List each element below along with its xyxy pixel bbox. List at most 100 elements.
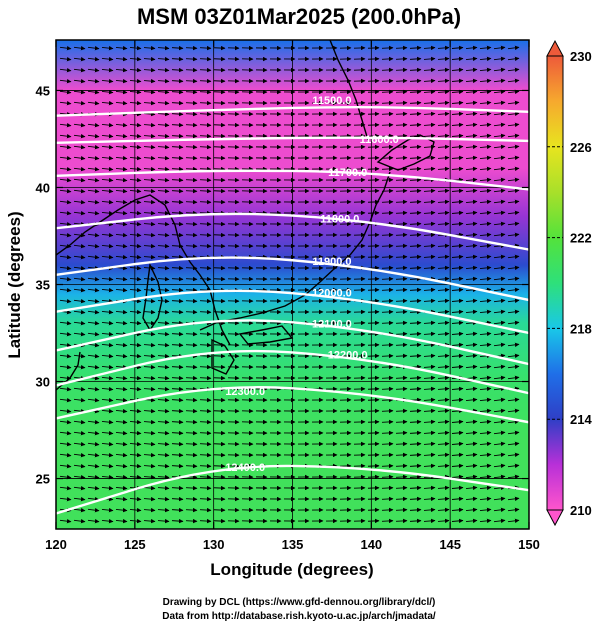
wind-arrow: [185, 331, 198, 337]
wind-arrow: [423, 89, 436, 95]
wind-arrow: [87, 309, 100, 315]
wind-arrow: [465, 45, 478, 51]
wind-arrow: [115, 375, 128, 381]
wind-arrow: [185, 463, 198, 469]
wind-arrow: [423, 331, 436, 337]
wind-arrow: [101, 243, 114, 249]
wind-arrow: [129, 265, 142, 271]
wind-arrow: [143, 496, 156, 502]
wind-arrow: [73, 265, 86, 271]
wind-arrow: [437, 397, 450, 403]
wind-arrow: [87, 100, 100, 106]
wind-arrow: [157, 122, 170, 128]
contour-line: [56, 136, 529, 145]
wind-arrow: [423, 463, 436, 469]
wind-arrow: [59, 474, 72, 480]
wind-arrow: [185, 496, 198, 502]
wind-arrow: [395, 419, 408, 425]
wind-arrow: [437, 265, 450, 271]
wind-arrow: [409, 441, 422, 447]
wind-arrow: [423, 452, 436, 458]
wind-arrow: [465, 243, 478, 249]
wind-arrow: [185, 430, 198, 436]
wind-arrow: [143, 342, 156, 348]
wind-arrow: [129, 353, 142, 359]
wind-arrow: [199, 89, 212, 95]
wind-arrow: [507, 122, 520, 128]
colorbar-tick-label: 230: [570, 49, 592, 64]
wind-arrow: [409, 254, 422, 260]
wind-arrow: [73, 89, 86, 95]
wind-arrow: [101, 232, 114, 238]
wind-arrow: [409, 210, 422, 216]
wind-arrow: [129, 474, 142, 480]
wind-arrow: [465, 111, 478, 117]
wind-arrow: [115, 419, 128, 425]
wind-arrow: [171, 298, 184, 304]
wind-arrow: [73, 507, 86, 513]
wind-arrow: [437, 287, 450, 293]
wind-arrow: [423, 397, 436, 403]
wind-arrow: [73, 364, 86, 370]
wind-arrow: [143, 78, 156, 84]
wind-arrow: [143, 232, 156, 238]
wind-arrow: [479, 397, 492, 403]
wind-arrow: [143, 276, 156, 282]
wind-arrow: [451, 507, 464, 513]
wind-arrow: [73, 419, 86, 425]
wind-arrow: [171, 386, 184, 392]
wind-arrow: [395, 441, 408, 447]
wind-arrow: [465, 342, 478, 348]
wind-arrow: [129, 386, 142, 392]
wind-arrow: [101, 100, 114, 106]
wind-arrow: [185, 188, 198, 194]
wind-arrow: [115, 507, 128, 513]
wind-arrow: [87, 144, 100, 150]
wind-arrow: [59, 177, 72, 183]
wind-arrow: [59, 397, 72, 403]
wind-arrow: [423, 342, 436, 348]
wind-arrow: [101, 133, 114, 139]
contour-label: 11600.0: [360, 134, 399, 146]
wind-arrow: [129, 496, 142, 502]
wind-arrow: [143, 221, 156, 227]
wind-arrow: [129, 199, 142, 205]
wind-arrow: [157, 232, 170, 238]
wind-arrow: [199, 463, 212, 469]
wind-arrow: [493, 166, 506, 172]
wind-arrow: [437, 496, 450, 502]
wind-arrow: [115, 518, 128, 524]
wind-arrow: [115, 309, 128, 315]
wind-arrow: [199, 452, 212, 458]
wind-arrow: [87, 276, 100, 282]
wind-arrow: [185, 166, 198, 172]
wind-arrow: [395, 67, 408, 73]
wind-arrow: [199, 144, 212, 150]
wind-arrow: [185, 111, 198, 117]
wind-arrow: [129, 144, 142, 150]
wind-arrow: [451, 210, 464, 216]
wind-arrow: [465, 177, 478, 183]
wind-arrow: [507, 320, 520, 326]
wind-arrow: [73, 518, 86, 524]
wind-arrow: [185, 309, 198, 315]
wind-arrow: [437, 309, 450, 315]
wind-arrow: [101, 474, 114, 480]
wind-arrow: [451, 144, 464, 150]
wind-arrow: [479, 441, 492, 447]
y-tick-label: 30: [36, 375, 50, 390]
y-tick-label: 40: [36, 180, 50, 195]
wind-arrow: [199, 188, 212, 194]
wind-arrow: [381, 56, 394, 62]
wind-arrow: [157, 518, 170, 524]
wind-arrow: [101, 408, 114, 414]
wind-arrow: [199, 221, 212, 227]
wind-arrow: [409, 166, 422, 172]
wind-arrow: [437, 199, 450, 205]
wind-arrow: [507, 474, 520, 480]
wind-arrow: [157, 199, 170, 205]
wind-arrow: [451, 243, 464, 249]
wind-arrow: [199, 397, 212, 403]
wind-arrow: [171, 265, 184, 271]
wind-arrow: [87, 177, 100, 183]
